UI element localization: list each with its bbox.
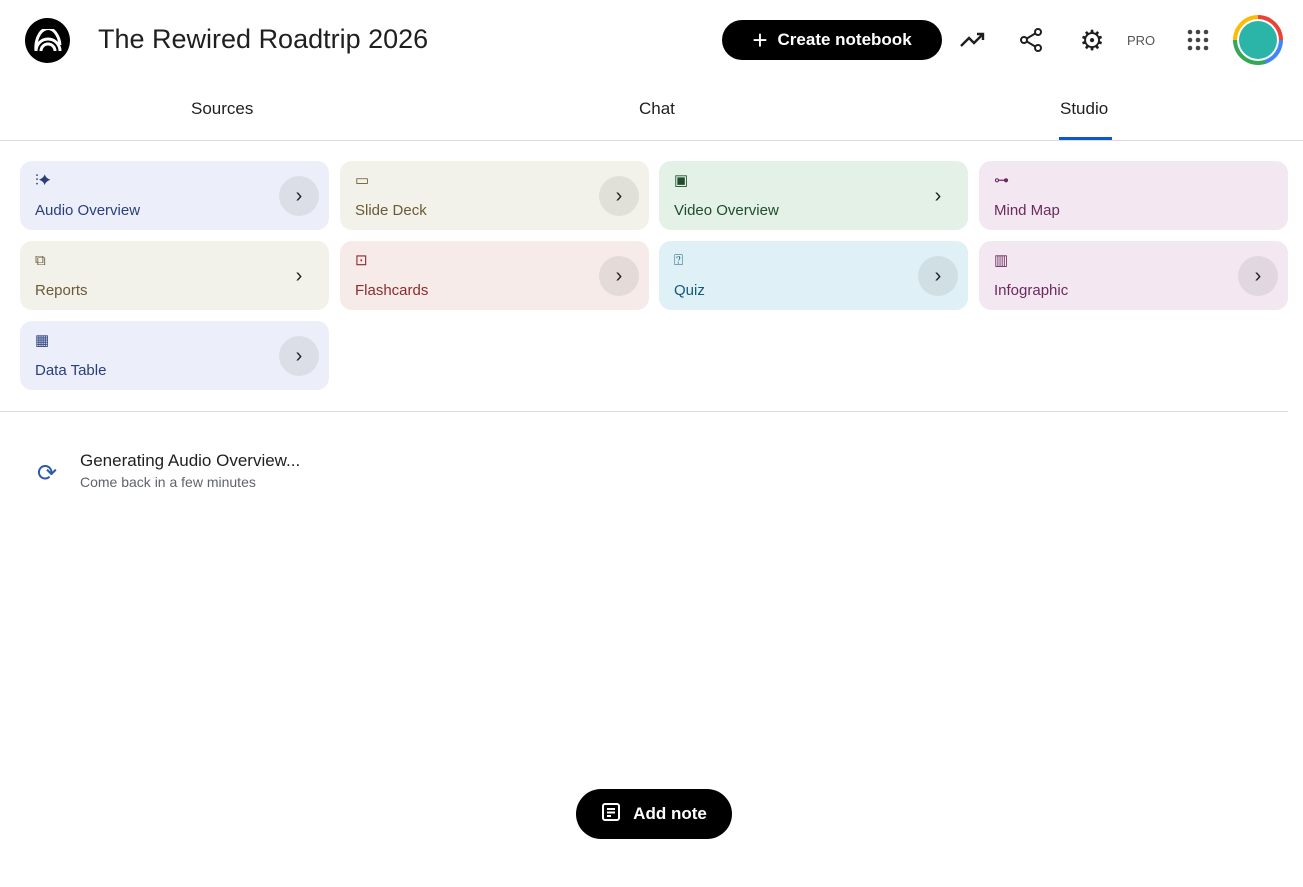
chevron-right-icon[interactable]: › bbox=[1238, 256, 1278, 296]
studio-card-video-overview[interactable]: ▣ Video Overview › bbox=[659, 161, 968, 230]
studio-card-label: Video Overview bbox=[674, 202, 779, 219]
generating-title: Generating Audio Overview... bbox=[80, 451, 301, 470]
active-tab-indicator bbox=[1059, 137, 1112, 140]
account-avatar[interactable] bbox=[1233, 15, 1283, 65]
studio-card-mind-map[interactable]: ⊶ Mind Map bbox=[979, 161, 1288, 230]
tab-chat[interactable]: Chat bbox=[639, 99, 675, 118]
studio-card-audio-overview[interactable]: ⫶✦ Audio Overview › bbox=[20, 161, 329, 230]
studio-card-label: Mind Map bbox=[994, 202, 1060, 219]
note-icon bbox=[601, 802, 621, 827]
share-icon[interactable] bbox=[1016, 25, 1046, 55]
notebooklm-logo[interactable] bbox=[25, 18, 70, 63]
studio-card-flashcards[interactable]: ⊡ Flashcards › bbox=[340, 241, 649, 310]
infographic-icon: ▥ bbox=[994, 252, 1009, 269]
video-icon: ▣ bbox=[674, 172, 689, 189]
sync-icon: ⟳ bbox=[37, 460, 58, 487]
studio-card-slide-deck[interactable]: ▭ Slide Deck › bbox=[340, 161, 649, 230]
studio-card-label: Flashcards bbox=[355, 282, 429, 299]
mind-map-icon: ⊶ bbox=[994, 172, 1009, 189]
chevron-right-icon[interactable]: › bbox=[918, 256, 958, 296]
analytics-trend-icon[interactable] bbox=[958, 25, 988, 55]
audio-waveform-icon: ⫶✦ bbox=[35, 172, 51, 189]
studio-card-quiz[interactable]: ⍰ Quiz › bbox=[659, 241, 968, 310]
create-notebook-button[interactable]: + Create notebook bbox=[722, 20, 942, 60]
chevron-right-icon[interactable]: › bbox=[295, 264, 303, 287]
add-note-button[interactable]: Add note bbox=[576, 789, 732, 839]
reports-icon: ⧉ bbox=[35, 252, 46, 269]
chevron-right-icon[interactable]: › bbox=[599, 256, 639, 296]
studio-card-data-table[interactable]: ▦ Data Table › bbox=[20, 321, 329, 390]
flashcards-icon: ⊡ bbox=[355, 252, 368, 269]
apps-grid-icon[interactable] bbox=[1183, 25, 1213, 55]
data-table-icon: ▦ bbox=[35, 332, 50, 349]
studio-card-label: Quiz bbox=[674, 282, 705, 299]
studio-card-label: Slide Deck bbox=[355, 202, 427, 219]
chevron-right-icon[interactable]: › bbox=[279, 336, 319, 376]
tab-sources[interactable]: Sources bbox=[191, 99, 254, 118]
section-divider bbox=[0, 411, 1288, 412]
studio-card-label: Data Table bbox=[35, 362, 107, 379]
studio-card-label: Infographic bbox=[994, 282, 1069, 299]
slides-icon: ▭ bbox=[355, 172, 370, 189]
tab-divider bbox=[0, 140, 1303, 141]
notebook-title[interactable]: The Rewired Roadtrip 2026 bbox=[98, 24, 429, 54]
chevron-right-icon[interactable]: › bbox=[599, 176, 639, 216]
quiz-icon: ⍰ bbox=[674, 252, 684, 269]
studio-card-label: Reports bbox=[35, 282, 88, 299]
settings-gear-icon[interactable]: ⚙ bbox=[1079, 24, 1105, 56]
chevron-right-icon[interactable]: › bbox=[279, 176, 319, 216]
pro-badge: PRO bbox=[1127, 33, 1156, 48]
studio-card-reports[interactable]: ⧉ Reports › bbox=[20, 241, 329, 310]
tab-studio[interactable]: Studio bbox=[1060, 99, 1109, 118]
studio-card-label: Audio Overview bbox=[35, 202, 141, 219]
studio-card-infographic[interactable]: ▥ Infographic › bbox=[979, 241, 1288, 310]
chevron-right-icon[interactable]: › bbox=[934, 184, 942, 207]
plus-icon: + bbox=[752, 25, 768, 55]
generating-subtitle: Come back in a few minutes bbox=[80, 474, 256, 490]
